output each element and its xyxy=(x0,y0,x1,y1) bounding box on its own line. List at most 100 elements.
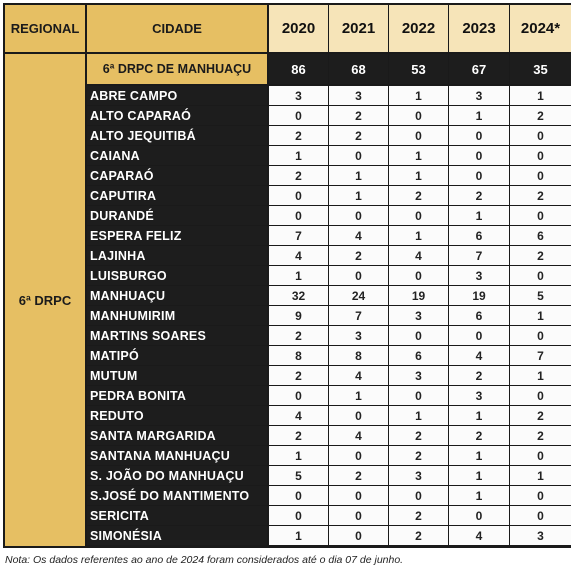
table-cell: 0 xyxy=(389,106,448,125)
table-cell: 19 xyxy=(449,286,509,305)
table-cell: 19 xyxy=(389,286,448,305)
table-cell: 0 xyxy=(269,386,328,405)
table-cell: 2 xyxy=(449,426,509,445)
table-cell: 3 xyxy=(269,86,328,105)
table-cell: 0 xyxy=(389,326,448,345)
table-cell: 2 xyxy=(510,406,571,425)
table-cell: 0 xyxy=(269,186,328,205)
table-cell: 7 xyxy=(510,346,571,365)
table-cell: 1 xyxy=(449,406,509,425)
summary-value-1: 68 xyxy=(329,54,388,84)
table-cell: 3 xyxy=(389,466,448,485)
table-cell: 2 xyxy=(389,506,448,525)
table-cell: 8 xyxy=(329,346,388,365)
table-cell: 2 xyxy=(329,126,388,145)
table-cell: 0 xyxy=(389,266,448,285)
header-year-3: 2023 xyxy=(449,5,509,52)
city-name: PEDRA BONITA xyxy=(87,386,267,405)
city-name: ALTO CAPARAÓ xyxy=(87,106,267,125)
table-cell: 2 xyxy=(510,186,571,205)
table-cell: 4 xyxy=(329,226,388,245)
city-name: ABRE CAMPO xyxy=(87,86,267,105)
city-name: CAPUTIRA xyxy=(87,186,267,205)
city-name: DURANDÉ xyxy=(87,206,267,225)
table-cell: 6 xyxy=(389,346,448,365)
table-cell: 1 xyxy=(510,366,571,385)
header-year-4: 2024* xyxy=(510,5,571,52)
table-cell: 1 xyxy=(389,166,448,185)
table-cell: 7 xyxy=(449,246,509,265)
city-name: ESPERA FELIZ xyxy=(87,226,267,245)
summary-value-0: 86 xyxy=(269,54,328,84)
table-cell: 0 xyxy=(389,486,448,505)
table-cell: 1 xyxy=(389,146,448,165)
table-cell: 4 xyxy=(269,246,328,265)
table-cell: 0 xyxy=(269,506,328,525)
table-cell: 2 xyxy=(510,106,571,125)
table-cell: 3 xyxy=(389,366,448,385)
table-cell: 0 xyxy=(510,386,571,405)
table-cell: 1 xyxy=(269,146,328,165)
table-cell: 2 xyxy=(269,426,328,445)
city-name: LUISBURGO xyxy=(87,266,267,285)
table-cell: 0 xyxy=(269,206,328,225)
city-name: S.JOSÉ DO MANTIMENTO xyxy=(87,486,267,505)
table-cell: 4 xyxy=(449,346,509,365)
table-cell: 6 xyxy=(449,306,509,325)
table-cell: 0 xyxy=(329,146,388,165)
city-name: SANTANA MANHUAÇU xyxy=(87,446,267,465)
table-cell: 5 xyxy=(510,286,571,305)
city-name: MUTUM xyxy=(87,366,267,385)
header-year-1: 2021 xyxy=(329,5,388,52)
header-cidade: CIDADE xyxy=(87,5,267,52)
table-cell: 2 xyxy=(389,426,448,445)
table-cell: 1 xyxy=(329,186,388,205)
city-name: CAIANA xyxy=(87,146,267,165)
table-cell: 4 xyxy=(389,246,448,265)
table-cell: 2 xyxy=(389,446,448,465)
table-cell: 0 xyxy=(449,506,509,525)
city-name: S. JOÃO DO MANHUAÇU xyxy=(87,466,267,485)
city-name: SIMONÉSIA xyxy=(87,526,267,545)
table-cell: 0 xyxy=(329,506,388,525)
table-cell: 3 xyxy=(329,86,388,105)
header-year-0: 2020 xyxy=(269,5,328,52)
table-cell: 4 xyxy=(329,366,388,385)
table-cell: 4 xyxy=(449,526,509,545)
table-cell: 2 xyxy=(269,126,328,145)
table-cell: 32 xyxy=(269,286,328,305)
table-cell: 7 xyxy=(329,306,388,325)
table-cell: 0 xyxy=(389,386,448,405)
city-name: LAJINHA xyxy=(87,246,267,265)
table-cell: 1 xyxy=(329,166,388,185)
table-cell: 3 xyxy=(449,266,509,285)
table-cell: 2 xyxy=(449,186,509,205)
table-cell: 9 xyxy=(269,306,328,325)
table-cell: 2 xyxy=(449,366,509,385)
table-cell: 8 xyxy=(269,346,328,365)
table-cell: 1 xyxy=(389,406,448,425)
table-cell: 2 xyxy=(269,166,328,185)
table-cell: 0 xyxy=(510,506,571,525)
table-cell: 2 xyxy=(329,106,388,125)
table-cell: 2 xyxy=(389,186,448,205)
table-cell: 1 xyxy=(449,106,509,125)
table-cell: 1 xyxy=(389,86,448,105)
table-cell: 1 xyxy=(449,486,509,505)
table-cell: 4 xyxy=(269,406,328,425)
summary-value-3: 67 xyxy=(449,54,509,84)
table-cell: 2 xyxy=(269,366,328,385)
table-cell: 0 xyxy=(510,206,571,225)
table-cell: 0 xyxy=(389,126,448,145)
table-cell: 0 xyxy=(329,266,388,285)
city-name: REDUTO xyxy=(87,406,267,425)
table-cell: 1 xyxy=(389,226,448,245)
table-cell: 0 xyxy=(510,166,571,185)
table-cell: 1 xyxy=(269,446,328,465)
summary-value-2: 53 xyxy=(389,54,448,84)
city-name: CAPARAÓ xyxy=(87,166,267,185)
table-cell: 2 xyxy=(269,326,328,345)
table-cell: 1 xyxy=(510,466,571,485)
table-cell: 0 xyxy=(510,446,571,465)
table-cell: 3 xyxy=(449,386,509,405)
